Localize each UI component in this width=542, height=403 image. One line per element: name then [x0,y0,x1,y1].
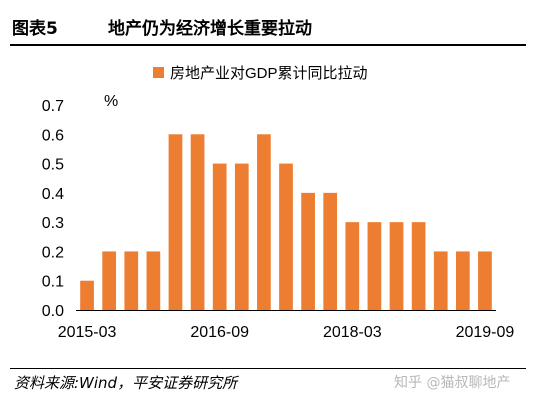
bar-2016-03 [168,134,183,310]
source-note: 资料来源:Wind，平安证券研究所 [14,374,238,392]
bar-2017-03 [257,134,271,310]
legend: 房地产业对GDP累计同比拉动 [153,65,368,82]
y-axis-unit-label: % [104,93,118,110]
y-tick-label: 0.2 [42,244,64,261]
bar-2017-09 [301,192,315,310]
figure-title: 地产仍为经济增长重要拉动 [108,19,312,39]
bar-2018-12 [411,222,426,310]
top-rule [10,44,526,46]
x-axis-ticks: 2015-03 2016-09 2018-03 2019-09 [58,324,515,341]
bar-2017-06 [279,163,293,310]
x-tick-label: 2019-09 [456,324,515,341]
y-tick-label: 0.4 [42,186,64,203]
bar-2018-09 [389,222,404,310]
bar-2018-06 [367,222,382,310]
bar-2016-06 [190,134,205,310]
bar-2017-12 [323,192,338,310]
legend-swatch [153,67,164,78]
bar-2015-06 [102,251,117,310]
x-tick-label: 2018-03 [323,324,382,341]
y-axis-ticks: 0.0 0.1 0.2 0.3 0.4 0.5 0.6 0.7 [42,98,64,320]
y-tick-label: 0.3 [42,215,64,232]
y-tick-label: 0.0 [42,303,64,320]
x-tick-label: 2015-03 [58,324,117,341]
bar-2019-09 [478,251,492,310]
bar-2019-03 [433,251,448,310]
figure-label: 图表5 [12,19,58,39]
bar-2015-09 [124,251,139,310]
bar-chart: 房地产业对GDP累计同比拉动 % 0.00.10.20.30.40.50.60.… [42,65,515,341]
watermark: 知乎 @猫叔聊地产 [394,375,511,391]
bottom-rule [10,368,526,369]
y-tick-label: 0.5 [42,157,64,174]
y-tick-label: 0.6 [42,127,64,144]
figure-header: 图表5 地产仍为经济增长重要拉动 [0,0,542,48]
y-tick-label: 0.1 [42,274,64,291]
bar-2016-09 [212,163,227,310]
bar-2018-03 [345,222,360,310]
bar-2015-12 [146,251,161,310]
bar-2015-03 [80,280,94,310]
x-tick-label: 2016-09 [190,324,249,341]
y-tick-label: 0.7 [42,98,64,115]
bar-2016-12 [234,163,249,310]
legend-label: 房地产业对GDP累计同比拉动 [170,65,368,82]
bars [80,134,492,310]
bar-2019-06 [455,251,470,310]
